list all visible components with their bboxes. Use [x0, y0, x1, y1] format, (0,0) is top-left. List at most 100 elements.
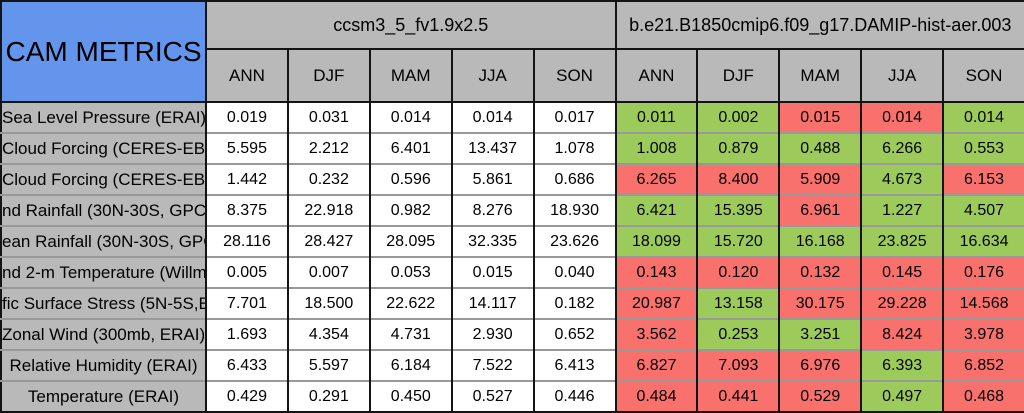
baseline-value-cell: 4.354 — [286, 318, 370, 350]
test-value-cell-better: 3.251 — [778, 318, 862, 350]
season-header-test-jja: JJA — [860, 49, 944, 103]
metric-label: Relative Humidity (ERAI) — [1, 349, 207, 381]
metric-label: Cloud Forcing (CERES-EB — [1, 163, 207, 195]
baseline-value-cell: 0.652 — [532, 318, 616, 350]
test-value-cell-worse: 0.529 — [778, 380, 862, 412]
baseline-value-cell: 0.053 — [368, 256, 452, 288]
test-value-cell-worse: 14.568 — [942, 287, 1024, 319]
baseline-value-cell: 18.500 — [286, 287, 370, 319]
metric-row: Temperature (ERAI) 0.429 0.291 0.450 0.527 0.… — [1, 380, 1024, 412]
baseline-value-cell: 5.861 — [450, 163, 534, 195]
baseline-value-cell: 0.232 — [286, 163, 370, 195]
table-title: CAM METRICS — [1, 1, 207, 103]
metric-row: nd 2-m Temperature (Willmo 0.005 0.007 0.05… — [1, 256, 1024, 288]
test-value-cell-better: 1.008 — [614, 132, 698, 164]
baseline-value-cell: 13.437 — [450, 132, 534, 164]
baseline-value-cell: 4.731 — [368, 318, 452, 350]
test-value-cell-worse: 7.093 — [696, 349, 780, 381]
baseline-value-cell: 0.596 — [368, 163, 452, 195]
metric-row: ean Rainfall (30N-30S, GPC 28.116 28.427 28… — [1, 225, 1024, 257]
metric-row: Cloud Forcing (CERES-EB 5.595 2.212 6.401 13… — [1, 132, 1024, 164]
metric-label: ean Rainfall (30N-30S, GPC — [1, 225, 207, 257]
test-value-cell-worse: 0.120 — [696, 256, 780, 288]
test-value-cell-better: 0.253 — [696, 318, 780, 350]
test-value-cell-worse: 30.175 — [778, 287, 862, 319]
season-header-test-djf: DJF — [696, 49, 780, 103]
metric-label: Temperature (ERAI) — [1, 380, 207, 412]
season-header-baseline-mam: MAM — [368, 49, 452, 103]
test-value-cell-worse: 6.852 — [942, 349, 1024, 381]
baseline-value-cell: 32.335 — [450, 225, 534, 257]
baseline-value-cell: 5.595 — [205, 132, 288, 164]
metric-label: nd 2-m Temperature (Willmo — [1, 256, 207, 288]
test-value-cell-better: 0.011 — [614, 101, 698, 133]
table-header: CAM METRICS ccsm3_5_fv1.9x2.5 b.e21.B185… — [1, 1, 1024, 103]
test-value-cell-better: 6.266 — [860, 132, 944, 164]
baseline-value-cell: 0.007 — [286, 256, 370, 288]
metric-row: fic Surface Stress (5N-5S,E 7.701 18.500 22… — [1, 287, 1024, 319]
baseline-value-cell: 0.017 — [532, 101, 616, 133]
season-header-baseline-ann: ANN — [205, 49, 288, 103]
test-value-cell-worse: 0.468 — [942, 380, 1024, 412]
metric-row: nd Rainfall (30N-30S, GPC 8.375 22.918 0.98… — [1, 194, 1024, 226]
test-value-cell-better: 0.879 — [696, 132, 780, 164]
test-value-cell-worse: 3.562 — [614, 318, 698, 350]
metric-label: fic Surface Stress (5N-5S,E — [1, 287, 207, 319]
test-value-cell-better: 4.507 — [942, 194, 1024, 226]
test-value-cell-better: 0.014 — [942, 101, 1024, 133]
baseline-value-cell: 0.291 — [286, 380, 370, 412]
baseline-value-cell: 0.014 — [368, 101, 452, 133]
baseline-value-cell: 0.040 — [532, 256, 616, 288]
test-value-cell-better: 4.673 — [860, 163, 944, 195]
test-value-cell-worse: 0.176 — [942, 256, 1024, 288]
baseline-value-cell: 2.212 — [286, 132, 370, 164]
test-value-cell-better: 0.553 — [942, 132, 1024, 164]
baseline-value-cell: 0.686 — [532, 163, 616, 195]
metric-label: Sea Level Pressure (ERAI) — [1, 101, 207, 133]
season-header-baseline-son: SON — [532, 49, 616, 103]
test-value-cell-worse: 0.132 — [778, 256, 862, 288]
test-value-cell-better: 16.634 — [942, 225, 1024, 257]
test-value-cell-better: 0.002 — [696, 101, 780, 133]
baseline-value-cell: 0.182 — [532, 287, 616, 319]
baseline-value-cell: 0.019 — [205, 101, 288, 133]
baseline-value-cell: 0.031 — [286, 101, 370, 133]
baseline-model-name: ccsm3_5_fv1.9x2.5 — [205, 1, 616, 50]
test-value-cell-worse: 8.400 — [696, 163, 780, 195]
baseline-value-cell: 23.626 — [532, 225, 616, 257]
metrics-tbody: Sea Level Pressure (ERAI) 0.019 0.031 0.014… — [1, 101, 1024, 412]
baseline-value-cell: 0.014 — [450, 101, 534, 133]
season-header-test-mam: MAM — [778, 49, 862, 103]
test-value-cell-worse: 0.145 — [860, 256, 944, 288]
test-value-cell-better: 15.395 — [696, 194, 780, 226]
metric-row: Zonal Wind (300mb, ERAI) 1.693 4.354 4.731 2… — [1, 318, 1024, 350]
season-header-baseline-jja: JJA — [450, 49, 534, 103]
baseline-value-cell: 6.184 — [368, 349, 452, 381]
test-model-name: b.e21.B1850cmip6.f09_g17.DAMIP-hist-aer.… — [614, 1, 1024, 50]
season-header-test-son: SON — [942, 49, 1024, 103]
baseline-value-cell: 1.442 — [205, 163, 288, 195]
metric-label: nd Rainfall (30N-30S, GPC — [1, 194, 207, 226]
baseline-value-cell: 0.429 — [205, 380, 288, 412]
test-value-cell-worse: 0.014 — [860, 101, 944, 133]
test-value-cell-better: 23.825 — [860, 225, 944, 257]
test-value-cell-better: 16.168 — [778, 225, 862, 257]
test-value-cell-worse: 0.015 — [778, 101, 862, 133]
test-value-cell-worse: 20.987 — [614, 287, 698, 319]
baseline-value-cell: 18.930 — [532, 194, 616, 226]
baseline-value-cell: 0.005 — [205, 256, 288, 288]
metric-row: Relative Humidity (ERAI) 6.433 5.597 6.184 7… — [1, 349, 1024, 381]
baseline-value-cell: 28.427 — [286, 225, 370, 257]
baseline-value-cell: 14.117 — [450, 287, 534, 319]
test-value-cell-better: 0.488 — [778, 132, 862, 164]
baseline-value-cell: 22.622 — [368, 287, 452, 319]
baseline-value-cell: 8.375 — [205, 194, 288, 226]
baseline-value-cell: 22.918 — [286, 194, 370, 226]
test-value-cell-better: 0.497 — [860, 380, 944, 412]
baseline-value-cell: 28.095 — [368, 225, 452, 257]
metric-row: Sea Level Pressure (ERAI) 0.019 0.031 0.014… — [1, 101, 1024, 133]
test-value-cell-better: 6.393 — [860, 349, 944, 381]
baseline-value-cell: 0.450 — [368, 380, 452, 412]
test-value-cell-worse: 29.228 — [860, 287, 944, 319]
